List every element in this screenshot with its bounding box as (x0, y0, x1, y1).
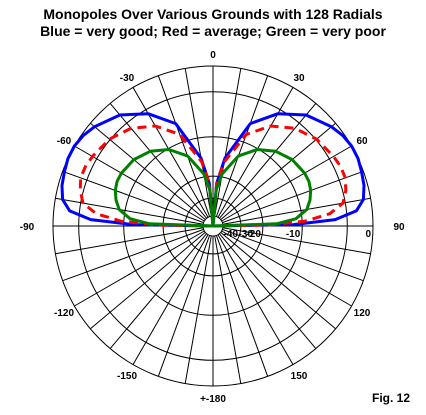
angle-tick-label: 150 (291, 371, 308, 382)
grid-spoke (62, 228, 204, 282)
grid-spoke (222, 228, 364, 282)
grid-spoke (219, 103, 317, 219)
angle-tick-label: +-180 (200, 394, 226, 405)
grid-spoke (74, 145, 205, 222)
radial-tick-label: -30 (239, 229, 254, 240)
grid-spoke (221, 230, 352, 307)
grid-spoke (222, 227, 371, 255)
angle-tick-label: 90 (393, 222, 405, 233)
chart-title: Monopoles Over Various Grounds with 128 … (43, 6, 383, 22)
angle-tick-label: -90 (20, 222, 35, 233)
grid-spoke (217, 87, 294, 218)
grid-spoke (157, 235, 211, 377)
grid-spoke (132, 234, 209, 365)
grid-spoke (55, 227, 204, 255)
radial-tick-label: -20 (246, 229, 261, 240)
pattern-curves (60, 112, 366, 228)
grid-spoke (222, 197, 371, 225)
grid-spoke (214, 235, 242, 384)
grid-spoke (74, 230, 205, 307)
angle-tick-label: 30 (293, 73, 305, 84)
grid-spoke (55, 197, 204, 225)
grid-spoke (217, 234, 294, 365)
grid-spoke (219, 233, 317, 349)
grid-spoke (109, 233, 207, 349)
grid-spoke (215, 235, 269, 377)
grid-spoke (184, 235, 212, 384)
grid-spoke (215, 75, 269, 217)
angle-tick-label: -60 (57, 136, 72, 147)
grid-spoke (214, 68, 242, 217)
grid-spoke (90, 122, 206, 220)
grid-spoke (132, 87, 209, 218)
angle-tick-label: -150 (117, 371, 137, 382)
angle-tick-label: 60 (356, 136, 368, 147)
grid-spoke (222, 170, 364, 224)
radial-tick-label: 0 (365, 229, 371, 240)
grid-spoke (90, 232, 206, 330)
grid-spoke (220, 232, 336, 330)
radial-tick-label: -10 (286, 229, 301, 240)
grid-spoke (220, 122, 336, 220)
grid-spoke (221, 145, 352, 222)
angle-tick-label: 120 (354, 308, 371, 319)
grid-spoke (184, 68, 212, 217)
angle-tick-label: -120 (54, 308, 74, 319)
radial-tick-label: -40 (224, 229, 239, 240)
chart-subtitle: Blue = very good; Red = average; Green =… (40, 23, 386, 39)
figure-label: Fig. 12 (372, 391, 411, 405)
grid-spoke (109, 103, 207, 219)
grid-spoke (62, 170, 204, 224)
grid-spoke (157, 75, 211, 217)
angle-tick-label: -30 (120, 73, 135, 84)
angle-tick-label: 0 (210, 50, 216, 61)
pattern-series-2 (113, 148, 313, 228)
